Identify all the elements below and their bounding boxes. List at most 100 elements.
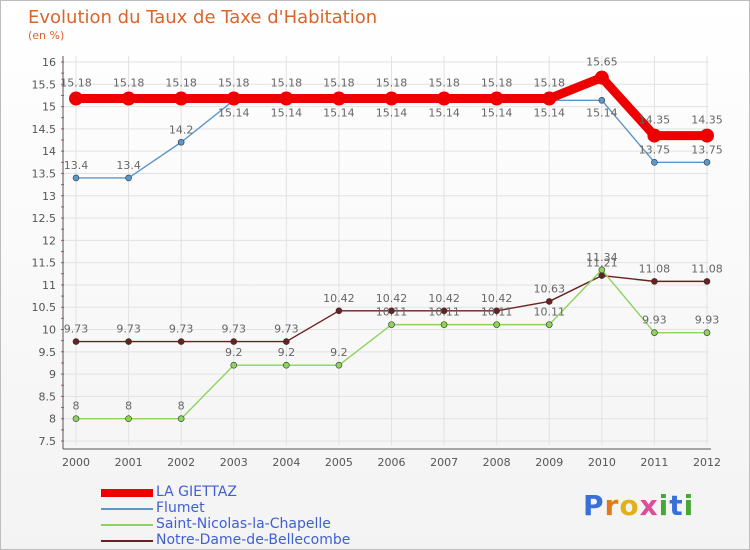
- data-point: [703, 329, 711, 336]
- logo-letter: t: [669, 489, 684, 522]
- data-label: 10.11: [376, 306, 408, 319]
- y-tick-label: 14: [42, 145, 56, 158]
- data-label: 9.93: [642, 314, 667, 327]
- data-point: [598, 266, 606, 274]
- data-point: [594, 70, 609, 85]
- data-labels: 9.73 9.73 9.73 9.73 9.73 10.42 10.42 10.42 10.42…: [60, 56, 723, 413]
- data-label: 15.14: [586, 106, 618, 119]
- data-label: 11.34: [586, 251, 618, 264]
- data-point: [125, 174, 132, 182]
- data-point: [440, 307, 448, 315]
- data-point: [440, 321, 448, 328]
- data-point: [647, 128, 662, 143]
- data-label: 15.18: [534, 77, 566, 90]
- chart-title: Evolution du Taux de Taxe d'Habitation: [28, 7, 378, 28]
- x-tick-label: 2007: [430, 456, 458, 469]
- data-label: 15.14: [428, 106, 460, 119]
- data-label: 15.18: [165, 77, 197, 90]
- data-point: [177, 415, 185, 423]
- data-label: 14.35: [639, 114, 671, 127]
- data-point: [226, 91, 241, 106]
- data-point: [174, 91, 189, 106]
- y-tick-label: 9: [49, 368, 56, 381]
- logo-letter: r: [604, 489, 620, 522]
- data-point: [703, 159, 711, 166]
- data-label: 15.14: [534, 106, 566, 119]
- y-tick-label: 15.5: [32, 78, 57, 91]
- chart-unit-label: (en %): [28, 29, 65, 42]
- y-tick-label: 9.5: [39, 346, 57, 359]
- data-point: [283, 338, 290, 345]
- y-tick-label: 12.5: [32, 212, 57, 225]
- data-label: 10.42: [481, 292, 513, 305]
- data-label: 10.11: [428, 306, 460, 319]
- data-point: [700, 128, 714, 143]
- data-label: 15.18: [271, 77, 303, 90]
- data-label: 15.18: [218, 77, 250, 90]
- data-point: [72, 338, 80, 345]
- data-point: [331, 91, 346, 106]
- proxiti-logo: Proxiti: [583, 489, 694, 522]
- data-label: 15.18: [60, 77, 92, 90]
- data-label: 8: [178, 400, 185, 413]
- data-label: 15.18: [113, 77, 145, 90]
- data-point: [489, 91, 504, 106]
- data-label: 11.08: [691, 262, 723, 275]
- x-tick-label: 2004: [272, 456, 300, 469]
- data-point: [230, 361, 238, 369]
- data-point: [542, 91, 557, 106]
- data-label: 10.11: [481, 306, 513, 319]
- y-tick-label: 15: [42, 101, 56, 114]
- data-point: [545, 298, 553, 305]
- data-label: 9.73: [169, 323, 194, 336]
- data-point: [651, 159, 658, 166]
- data-label: 8: [73, 400, 80, 413]
- data-point: [384, 91, 399, 106]
- data-point: [437, 91, 452, 106]
- logo-letter: P: [583, 489, 605, 522]
- legend-label: Flumet: [156, 500, 205, 516]
- data-label: 15.18: [323, 77, 355, 90]
- data-label: 9.93: [695, 314, 720, 327]
- data-label: 11.08: [639, 262, 671, 275]
- data-point: [493, 307, 500, 315]
- y-tick-label: 14.5: [32, 123, 57, 136]
- data-label: 9.73: [274, 323, 299, 336]
- data-point: [125, 338, 132, 345]
- data-label: 10.42: [428, 292, 460, 305]
- data-point: [125, 415, 132, 423]
- data-label: 13.75: [691, 143, 723, 156]
- data-label: 15.18: [428, 77, 460, 90]
- data-point: [230, 338, 238, 345]
- data-label: 9.2: [330, 346, 348, 359]
- x-tick-label: 2001: [115, 456, 143, 469]
- data-label: 10.42: [376, 292, 408, 305]
- data-label: 15.18: [376, 77, 408, 90]
- y-tick-label: 13: [42, 190, 56, 203]
- grid: [63, 56, 709, 445]
- data-label: 10.42: [323, 292, 355, 305]
- y-tick-label: 11.5: [32, 257, 57, 270]
- data-point: [72, 415, 80, 423]
- data-point: [388, 321, 395, 328]
- legend-label: LA GIETTAZ: [156, 484, 237, 500]
- data-label: 15.14: [376, 106, 408, 119]
- y-tick-label: 7.5: [39, 435, 57, 448]
- x-tick-label: 2005: [325, 456, 353, 469]
- data-label: 9.73: [116, 323, 141, 336]
- data-label: 9.2: [225, 346, 243, 359]
- x-tick-label: 2003: [220, 456, 248, 469]
- data-point: [283, 361, 290, 369]
- x-tick-label: 2008: [483, 456, 511, 469]
- data-label: 15.14: [323, 106, 355, 119]
- y-tick-label: 16: [42, 56, 56, 69]
- data-label: 13.4: [116, 159, 141, 172]
- x-tick-label: 2010: [588, 456, 616, 469]
- data-label: 13.4: [64, 159, 89, 172]
- data-label: 10.63: [534, 282, 566, 295]
- data-point: [388, 307, 395, 315]
- data-label: 9.73: [64, 323, 89, 336]
- data-label: 14.35: [691, 114, 723, 127]
- y-tick-label: 13.5: [32, 167, 57, 180]
